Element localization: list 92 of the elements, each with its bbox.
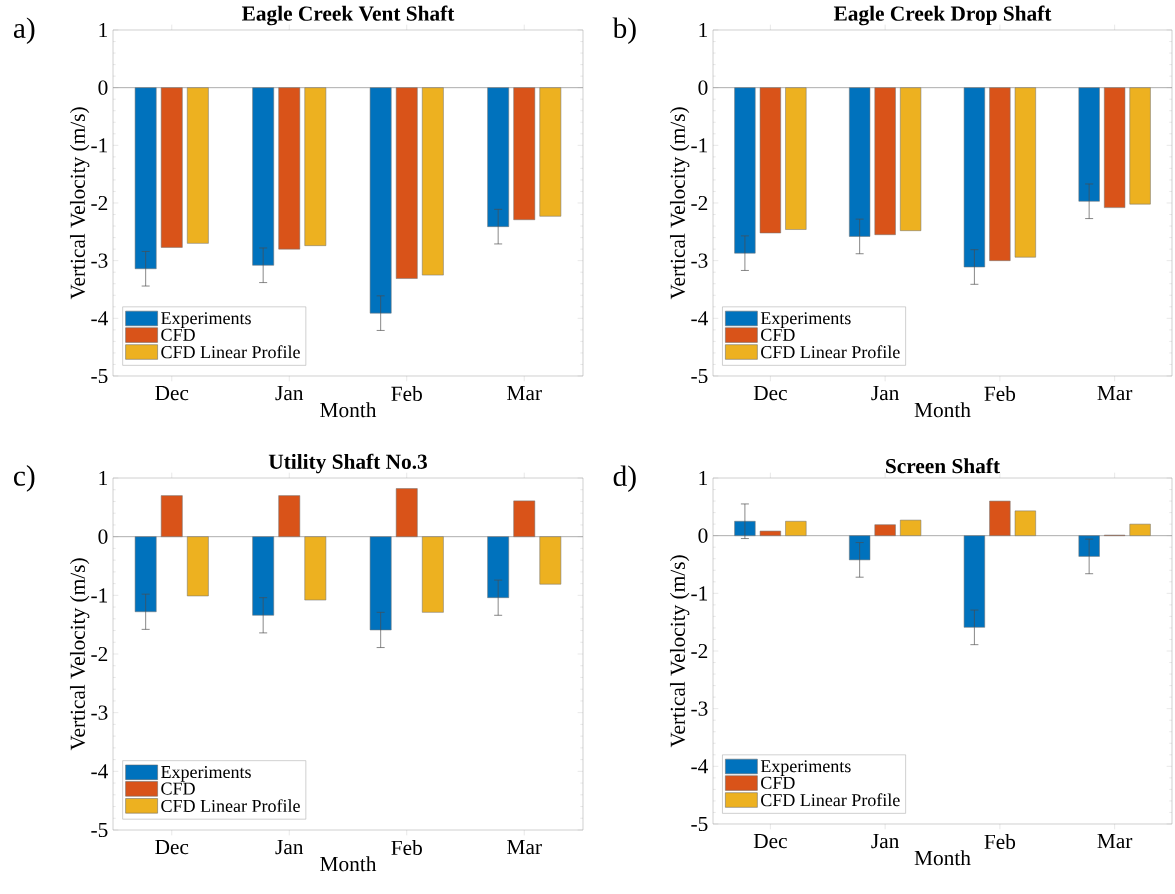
x-tick-label: Feb (984, 834, 1016, 850)
y-tick-label: -1 (91, 138, 108, 153)
x-tick-label: Dec (753, 834, 787, 849)
text: d) (613, 465, 636, 493)
x-tick-label: Mar (1097, 386, 1133, 401)
legend-label: CFD Linear Profile (161, 799, 300, 813)
bar (395, 488, 418, 537)
y-axis-title: Vertical Velocity (m/s) (69, 107, 90, 300)
y-tick-label: -3 (91, 705, 108, 720)
y-tick-label: 1 (99, 470, 108, 486)
y-axis-title: Vertical Velocity (m/s) (669, 107, 690, 300)
chart-title: Eagle Creek Vent Shaft (241, 5, 455, 26)
y-tick-label: -2 (91, 195, 108, 211)
chart-title: Screen Shaft (886, 458, 1000, 474)
legend-label: CFD (761, 776, 795, 789)
legend-label: CFD Linear Profile (761, 345, 900, 359)
legend-label: CFD (161, 328, 195, 341)
y-tick-label: -4 (691, 759, 708, 774)
y-tick-label: -1 (691, 586, 708, 601)
y-tick-label: 0 (698, 528, 708, 543)
x-tick-label: Jan (275, 386, 304, 401)
x-axis-title: Month (914, 850, 971, 866)
legend-label: Experiments (760, 312, 851, 328)
chart-title: Utility Shaft No.3 (268, 453, 427, 474)
bar (252, 536, 275, 616)
legend-label: CFD Linear Profile (161, 345, 300, 359)
x-tick-label: Feb (391, 840, 422, 856)
x-tick-label: Dec (155, 386, 189, 401)
text: c) (14, 465, 35, 492)
y-tick-label: -5 (691, 816, 708, 832)
y-tick-label: -1 (691, 138, 708, 153)
y-tick-label: -3 (91, 253, 108, 268)
bar (160, 495, 183, 537)
y-tick-label: -5 (91, 822, 108, 838)
y-tick-label: -4 (91, 764, 108, 779)
y-tick-label: -1 (91, 588, 108, 603)
x-tick-label: Dec (753, 386, 787, 401)
y-tick-label: 1 (699, 470, 708, 486)
bar (963, 535, 985, 628)
x-tick-label: Dec (155, 840, 189, 855)
x-tick-label: Feb (984, 386, 1016, 402)
bar (989, 500, 1011, 536)
bar (369, 536, 392, 631)
bar (186, 536, 209, 597)
bar (874, 524, 896, 536)
bar (134, 536, 157, 613)
x-tick-label: Mar (1097, 834, 1133, 849)
bar (1014, 510, 1036, 536)
text: b) (612, 17, 636, 45)
y-tick-label: -3 (691, 253, 708, 268)
x-tick-label: Feb (391, 386, 422, 402)
bar (487, 536, 510, 598)
y-tick-label: 0 (698, 80, 708, 95)
y-tick-label: -3 (691, 701, 708, 716)
y-tick-label: -2 (691, 643, 708, 659)
y-tick-label: -4 (91, 311, 108, 326)
legend-label: Experiments (161, 766, 251, 782)
y-tick-label: -2 (691, 195, 708, 211)
bar (785, 520, 807, 536)
legend-label: CFD (761, 328, 795, 341)
bar (539, 536, 562, 585)
bar (421, 536, 444, 613)
legend-label: CFD (161, 782, 195, 795)
bar (759, 530, 781, 536)
x-tick-label: Mar (507, 386, 542, 401)
y-tick-label: 1 (699, 22, 708, 38)
y-tick-label: -4 (691, 311, 708, 326)
x-axis-title: Month (320, 402, 377, 418)
text: a) (13, 17, 35, 45)
y-axis-title: Vertical Velocity (m/s) (669, 555, 690, 748)
y-tick-label: -2 (91, 646, 108, 662)
bar (278, 495, 301, 537)
x-tick-label: Jan (871, 386, 900, 401)
legend-label: Experiments (760, 760, 851, 776)
y-tick-label: 1 (99, 22, 108, 38)
bar (1129, 523, 1151, 536)
x-axis-title: Month (914, 402, 971, 418)
legend-label: Experiments (161, 312, 251, 328)
x-axis-title: Month (320, 856, 377, 872)
bar (304, 536, 327, 601)
chart-title: Eagle Creek Drop Shaft (833, 5, 1052, 26)
x-tick-label: Jan (871, 834, 900, 849)
bar (900, 519, 922, 536)
y-tick-label: 0 (98, 529, 108, 544)
bar (513, 500, 536, 537)
legend-label: CFD Linear Profile (761, 793, 900, 807)
y-tick-label: 0 (98, 80, 108, 95)
y-tick-label: -5 (691, 368, 708, 384)
x-tick-label: Jan (275, 840, 304, 855)
x-tick-label: Mar (507, 840, 542, 855)
y-axis-title: Vertical Velocity (m/s) (69, 558, 90, 751)
y-tick-label: -5 (91, 368, 108, 384)
